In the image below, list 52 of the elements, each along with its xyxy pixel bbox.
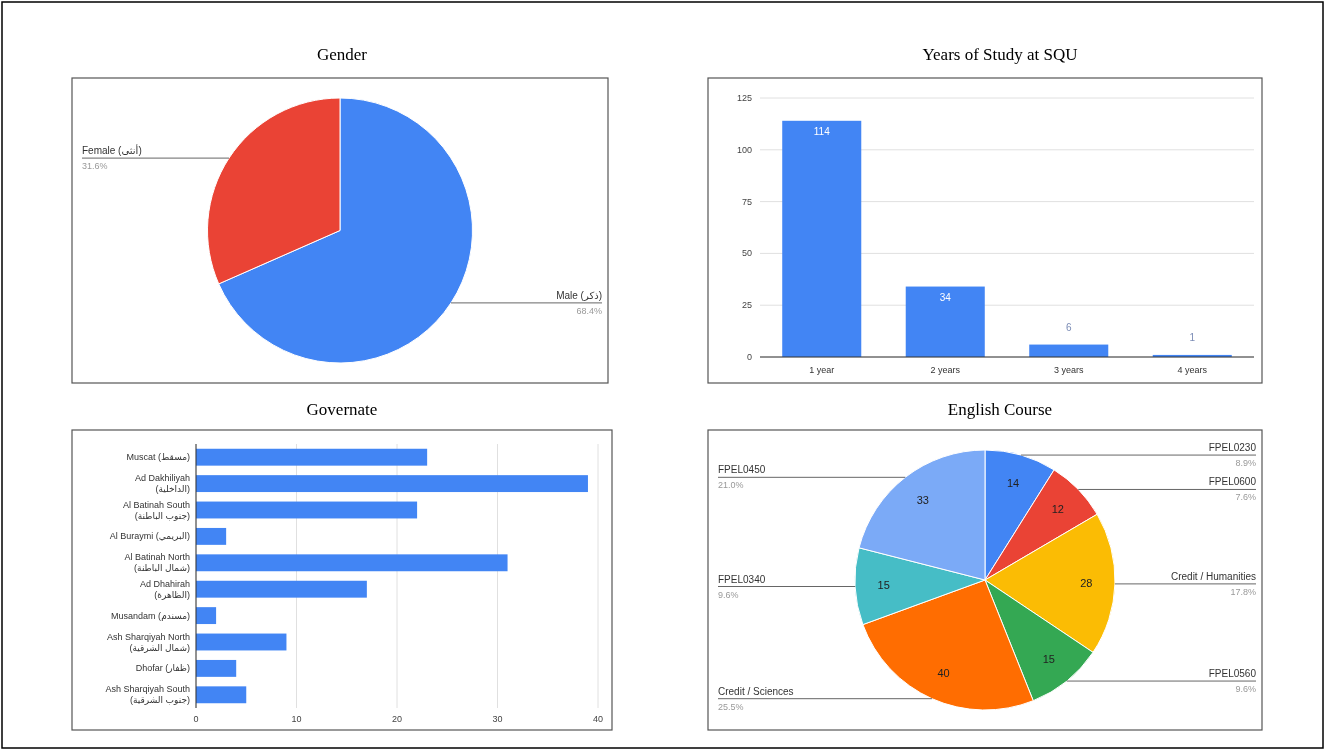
slice-label: FPEL0230 — [1208, 442, 1257, 454]
chart-title: Gender — [316, 45, 368, 64]
x-tick-label: 20 — [391, 714, 403, 724]
y-tick-label: 50 — [741, 248, 752, 259]
x-tick-label: 10 — [291, 714, 302, 724]
data-label: 68.4% — [576, 305, 602, 316]
slice-label: Credit / Sciences — [718, 685, 794, 697]
x-tick-label: 1 year — [809, 365, 835, 375]
y-tick-label: Muscat (مسقط) — [126, 452, 190, 463]
data-label: 34 — [939, 291, 952, 303]
slice-label: FPEL0450 — [718, 464, 766, 476]
text: 9.6% — [1235, 684, 1256, 695]
y-tick-label: 75 — [741, 196, 752, 207]
text: 9.6% — [718, 589, 739, 600]
data-label: 31.6% — [82, 161, 108, 172]
data-label: 15 — [1042, 652, 1055, 665]
text: 7.6% — [1235, 492, 1256, 503]
chart-title: English Course — [947, 400, 1053, 419]
slice-label: Male (ذكر) — [556, 289, 602, 301]
y-tick-label: 25 — [741, 300, 752, 311]
text: 8.9% — [1235, 458, 1256, 469]
x-tick-label: 2 years — [930, 365, 961, 375]
data-label: 14 — [1006, 476, 1020, 489]
data-label: 40 — [937, 666, 950, 679]
slice-label: FPEL0340 — [718, 573, 766, 585]
y-tick-label: 125 — [736, 93, 752, 103]
data-label: 15 — [877, 579, 890, 592]
data-label: 114 — [813, 125, 831, 137]
x-tick-label: 0 — [193, 714, 199, 724]
x-tick-label: 4 years — [1177, 365, 1208, 375]
y-tick-label: Al Buraymi (البريمي) — [109, 531, 190, 542]
data-label: 28 — [1080, 577, 1093, 590]
slice-label: FPEL0560 — [1208, 668, 1257, 680]
data-label: 6 — [1065, 321, 1072, 333]
x-tick-label: 3 years — [1053, 365, 1085, 375]
data-label: 12 — [1051, 503, 1064, 516]
x-tick-label: 40 — [592, 714, 604, 724]
text: 21.0% — [718, 480, 744, 491]
y-tick-label: 100 — [736, 144, 752, 155]
data-label: 33 — [916, 493, 929, 506]
slice-label: Credit / Humanities — [1170, 570, 1256, 582]
chart-title: Years of Study at SQU — [922, 45, 1078, 64]
y-tick-label: Musandam (مسندم) — [111, 610, 190, 621]
slice-label: Female (أنثى) — [82, 144, 142, 157]
chart-title: Governate — [306, 400, 378, 419]
y-tick-label: Dhofar (ظفار) — [135, 663, 190, 674]
y-tick-label: 0 — [746, 352, 752, 362]
slice-label: FPEL0600 — [1208, 476, 1257, 488]
text: 17.8% — [1230, 586, 1256, 597]
text: 25.5% — [718, 701, 744, 712]
x-tick-label: 30 — [492, 714, 503, 724]
data-label: 1 — [1189, 331, 1196, 343]
